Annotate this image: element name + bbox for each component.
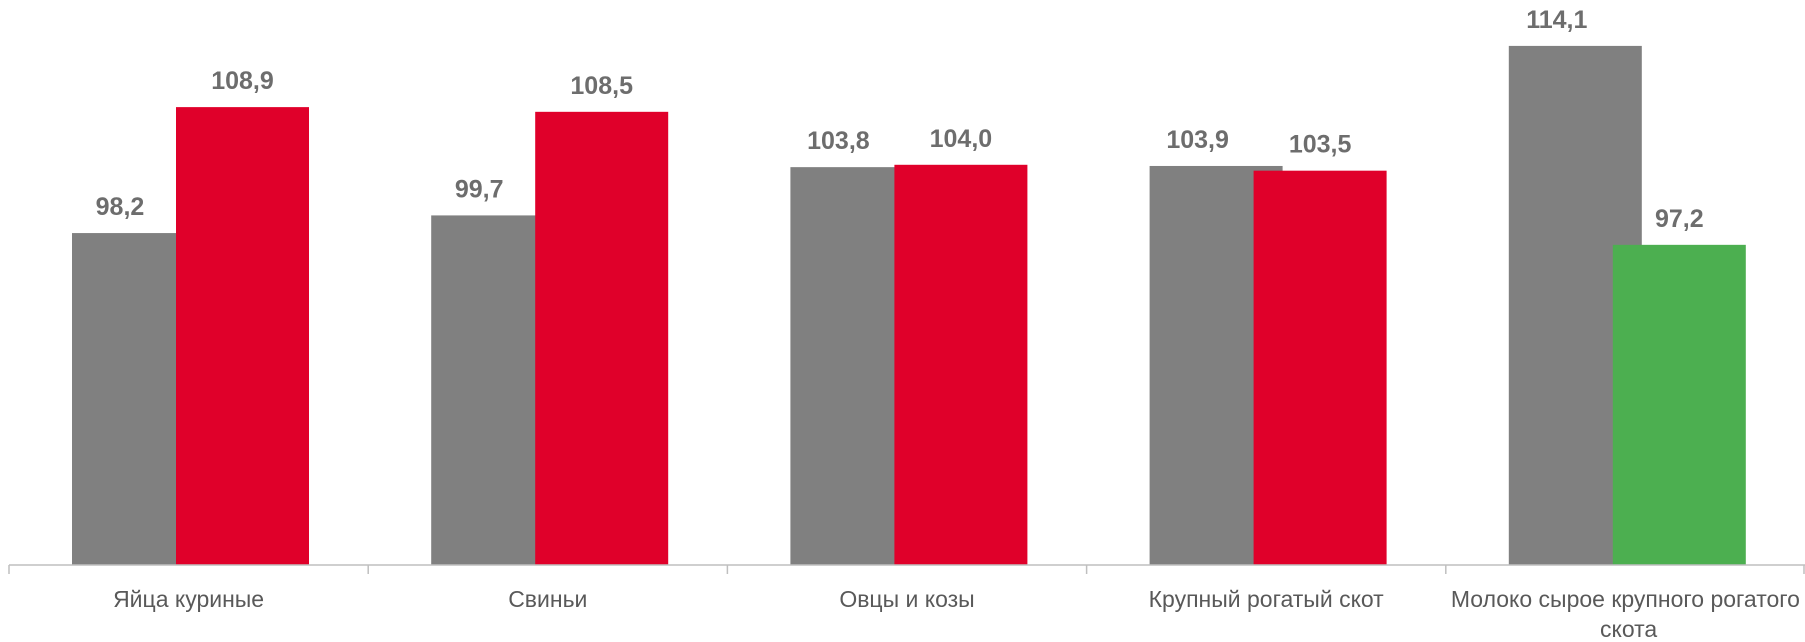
x-tick-label: Овцы и козы	[839, 586, 974, 612]
x-tick-label: Свиньи	[508, 586, 587, 612]
x-tick-label: Яйца куриные	[113, 586, 264, 612]
bar	[894, 164, 1028, 565]
x-tick-label: Молоко сырое крупного рогатого скота	[1451, 586, 1800, 642]
data-label: 99,7	[455, 175, 504, 203]
data-label: 103,9	[1166, 126, 1229, 154]
bar	[535, 111, 669, 566]
data-label: 108,5	[570, 72, 633, 100]
data-label: 114,1	[1526, 6, 1587, 34]
data-label: 98,2	[96, 193, 145, 221]
data-label: 97,2	[1655, 205, 1704, 233]
data-label: 103,5	[1289, 131, 1352, 159]
data-label: 103,8	[807, 127, 870, 155]
x-tick-label: Крупный рогатый скот	[1149, 586, 1385, 612]
bar	[176, 107, 309, 565]
bar	[1612, 244, 1746, 566]
data-label: 108,9	[211, 67, 274, 95]
bar	[1253, 170, 1387, 566]
data-label: 104,0	[930, 125, 993, 153]
